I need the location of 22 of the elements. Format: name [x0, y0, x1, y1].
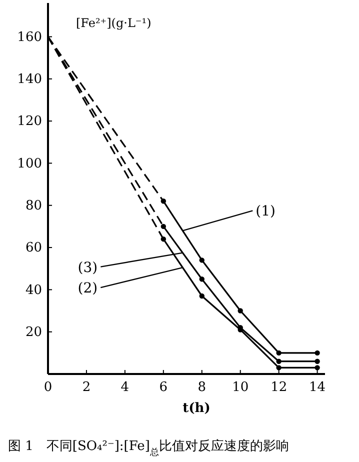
y-axis-title: [Fe²⁺](g·L⁻¹)	[76, 16, 152, 30]
x-tick-label: 12	[270, 380, 288, 396]
text: (2)	[78, 280, 98, 297]
legend-label: (1)	[256, 204, 276, 220]
y-tick-label: 160	[17, 30, 42, 45]
x-tick-label: 6	[159, 380, 168, 396]
x-tick-label: 0	[44, 380, 52, 396]
x-tick-label: 14	[309, 380, 326, 396]
x-axis-title: t(h)	[182, 401, 210, 416]
y-tick-label: 60	[25, 240, 42, 256]
y-tick-label: 140	[17, 72, 42, 88]
x-tick-label: 2	[82, 380, 91, 396]
y-tick-label: 120	[17, 114, 42, 130]
text: (3)	[78, 260, 98, 276]
x-tick-label: 10	[232, 380, 249, 396]
x-tick-label: 4	[120, 380, 130, 396]
y-tick-label: 80	[25, 198, 42, 214]
y-tick-label: 100	[17, 156, 42, 172]
caption: 图 1 不同[SO₄²⁻]:[Fe]$_{总}$比值对反应速度的影响	[8, 438, 289, 458]
y-tick-label: 20	[25, 325, 42, 340]
y-tick-label: 40	[25, 282, 42, 298]
x-tick-label: 8	[198, 380, 206, 396]
